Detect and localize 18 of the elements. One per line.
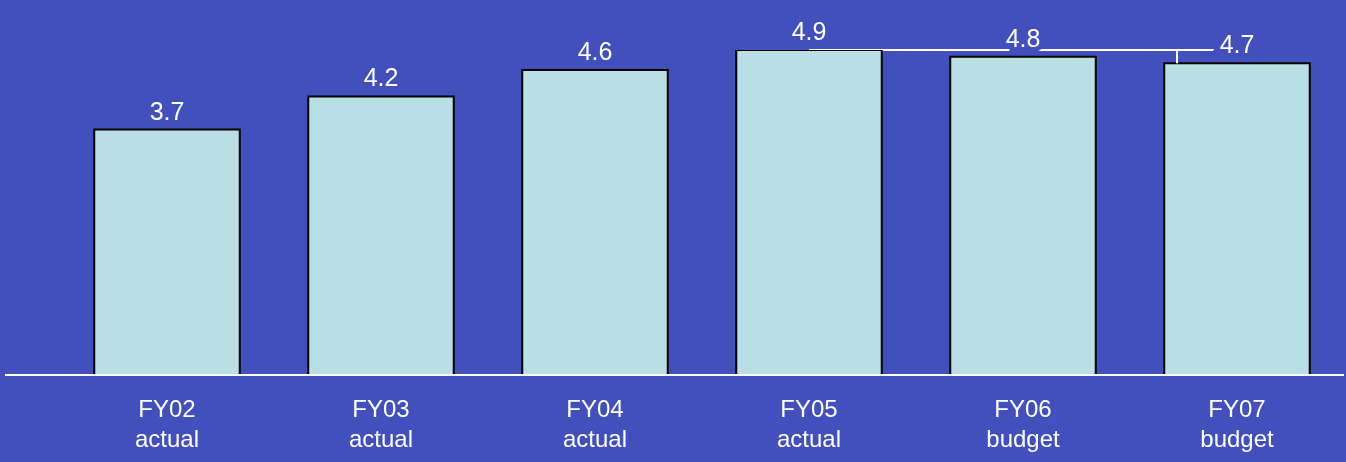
x-tick-label: FY03 actual bbox=[348, 394, 414, 452]
bar bbox=[949, 55, 1097, 375]
bar bbox=[93, 128, 241, 375]
data-label: 4.6 bbox=[577, 36, 613, 65]
bar bbox=[521, 68, 669, 375]
bar bbox=[735, 50, 883, 375]
bar bbox=[1163, 62, 1311, 375]
x-tick-label: FY04 actual bbox=[562, 394, 628, 452]
data-label: 4.7 bbox=[1219, 30, 1255, 59]
x-tick-label: FY02 actual bbox=[134, 394, 200, 452]
data-label: 4.8 bbox=[1005, 23, 1041, 52]
data-label: 4.2 bbox=[363, 63, 399, 92]
data-label: 4.9 bbox=[791, 17, 827, 45]
bar bbox=[307, 95, 455, 375]
x-tick-label: FY07 budget bbox=[1200, 394, 1275, 452]
x-tick-label: FY06 budget bbox=[986, 394, 1061, 452]
x-tick-label: FY05 actual bbox=[776, 394, 842, 452]
data-label: 3.7 bbox=[149, 96, 185, 125]
